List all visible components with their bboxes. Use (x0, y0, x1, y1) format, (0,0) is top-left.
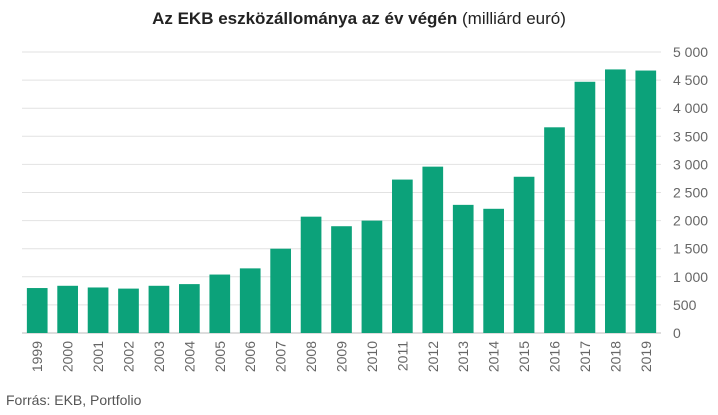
x-tick-label: 2007 (273, 341, 289, 372)
x-tick-label: 1999 (29, 341, 45, 372)
x-tick-label: 2002 (121, 341, 137, 372)
y-tick-label: 2 000 (673, 213, 708, 229)
bar-2004 (179, 284, 200, 333)
bar-2011 (392, 179, 413, 333)
x-tick-label: 2009 (334, 341, 350, 372)
y-tick-label: 0 (673, 325, 681, 341)
x-tick-label: 2004 (181, 341, 197, 372)
y-tick-label: 3 500 (673, 128, 708, 144)
bar-2007 (270, 248, 291, 333)
bar-2005 (209, 274, 231, 333)
source-note: Forrás: EKB, Portfolio (6, 392, 142, 408)
bar-2010 (361, 220, 383, 333)
bar-2015 (513, 176, 535, 333)
y-tick-label: 4 500 (673, 72, 708, 88)
bar-2009 (331, 226, 352, 333)
x-tick-label: 2000 (60, 341, 76, 372)
bar-2016 (544, 127, 565, 333)
x-tick-label: 2001 (90, 341, 106, 372)
chart-title: Az EKB eszközállománya az év végén (mill… (0, 9, 718, 29)
x-tick-label: 2018 (607, 341, 623, 372)
y-tick-label: 500 (673, 297, 697, 313)
y-tick-label: 3 000 (673, 156, 708, 172)
chart-title-main: Az EKB eszközállománya az év végén (152, 9, 458, 28)
x-tick-label: 2017 (577, 341, 593, 372)
chart-title-unit: (milliárd euró) (462, 9, 566, 28)
bar-2001 (87, 287, 109, 333)
y-tick-label: 4 000 (673, 100, 708, 116)
bar-2017 (574, 81, 596, 333)
x-tick-label: 2016 (547, 341, 563, 372)
x-tick-label: 2010 (364, 341, 380, 372)
bar-2019 (635, 70, 657, 334)
x-tick-label: 2005 (212, 341, 228, 372)
y-tick-label: 1 500 (673, 241, 708, 257)
y-tick-label: 5 000 (673, 44, 708, 60)
bar-2003 (148, 285, 170, 333)
x-tick-label: 2003 (151, 341, 167, 372)
x-tick-label: 2013 (455, 341, 471, 372)
x-axis-ticks: 1999 2000 2001 2002 2003 2004 2005 2006 2007 2008… (29, 341, 654, 372)
bar-2006 (239, 268, 261, 333)
x-tick-label: 2015 (516, 341, 532, 372)
bar-2000 (57, 285, 78, 333)
bar-2008 (300, 216, 322, 333)
x-tick-label: 2012 (425, 341, 441, 372)
x-tick-label: 2006 (242, 341, 258, 372)
bar-2013 (452, 204, 474, 333)
y-tick-label: 2 500 (673, 185, 708, 201)
bar-2002 (118, 288, 139, 333)
bar-2014 (483, 208, 504, 333)
x-tick-label: 2014 (486, 341, 502, 372)
x-tick-label: 2019 (638, 341, 654, 372)
bar-1999 (26, 288, 48, 333)
y-axis-ticks: 0 500 1 000 1 500 2 000 2 500 3 000 3 500 4 000 4… (673, 44, 708, 341)
bar-2018 (605, 69, 626, 333)
x-tick-label: 2008 (303, 341, 319, 372)
y-tick-label: 1 000 (673, 269, 708, 285)
bars (26, 69, 657, 334)
x-tick-label: 2011 (394, 341, 410, 371)
bar-2012 (422, 166, 444, 333)
